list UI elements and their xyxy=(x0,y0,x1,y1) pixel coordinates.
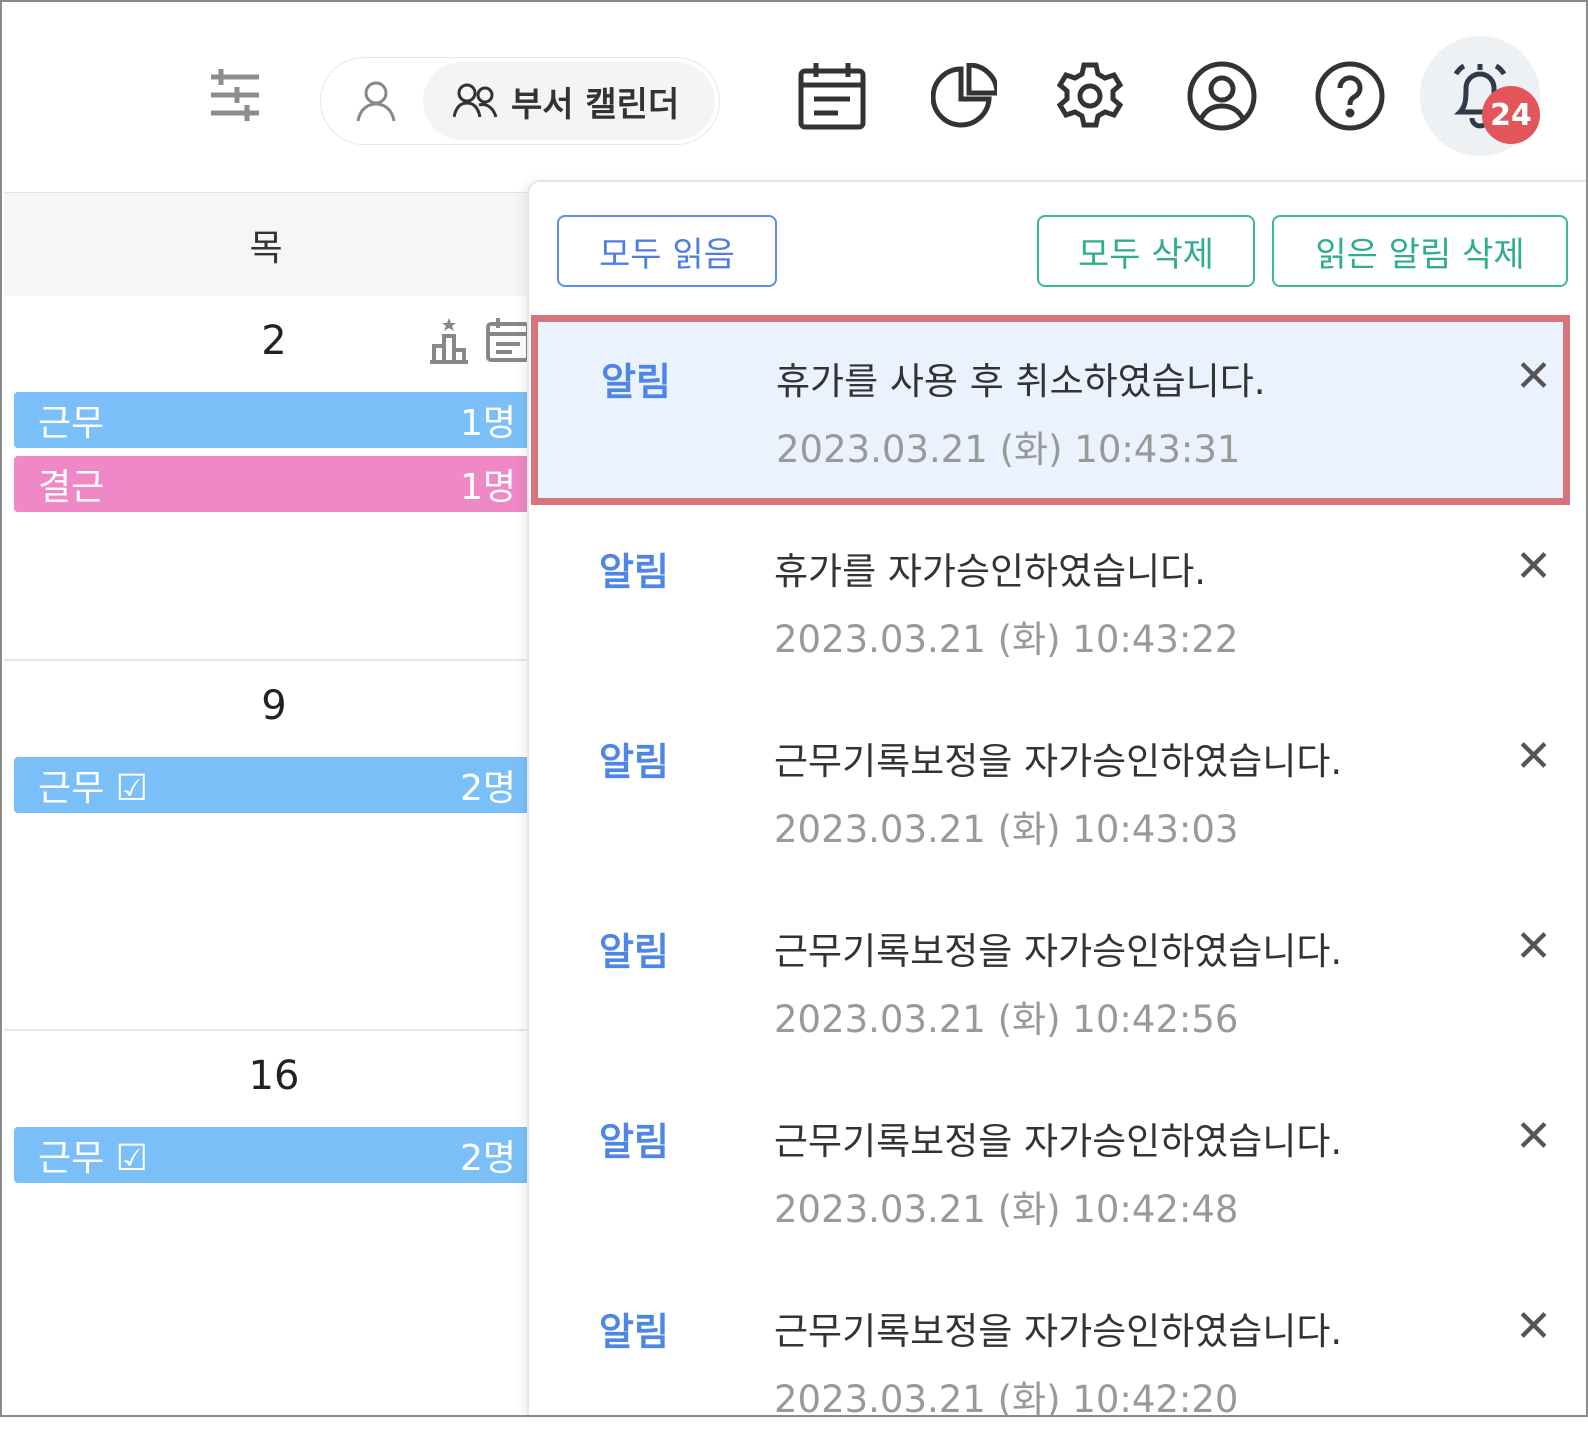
notification-tag: 알림 xyxy=(599,1120,669,1164)
window-frame xyxy=(0,0,1588,1417)
notification-tag: 알림 xyxy=(599,550,669,594)
notification-message: 근무기록보정을 자가승인하였습니다. xyxy=(774,930,1343,973)
notification-message: 휴가를 자가승인하였습니다. xyxy=(774,550,1207,593)
event-count: 2명 xyxy=(459,1138,516,1179)
read-all-button[interactable]: 모두 읽음 xyxy=(557,215,777,287)
notification-tag: 알림 xyxy=(599,740,669,784)
delete-read-button[interactable]: 읽은 알림 삭제 xyxy=(1272,215,1568,287)
bell-icon xyxy=(1453,63,1507,129)
notification-item[interactable]: 알림 근무기록보정을 자가승인하였습니다. 2023.03.21 (화) 10:… xyxy=(529,1265,1570,1455)
notification-item[interactable]: 알림 근무기록보정을 자가승인하였습니다. 2023.03.21 (화) 10:… xyxy=(529,885,1570,1075)
day-number: 9 xyxy=(261,683,287,729)
pie-chart-icon[interactable] xyxy=(928,60,1000,132)
event-label-wrap: 근무 ☑ xyxy=(38,759,148,811)
notification-message: 근무기록보정을 자가승인하였습니다. xyxy=(774,1310,1343,1353)
notification-item[interactable]: 알림 근무기록보정을 자가승인하였습니다. 2023.03.21 (화) 10:… xyxy=(529,1075,1570,1265)
approved-clipboard-icon: ☑ xyxy=(115,768,148,809)
notification-time: 2023.03.21 (화) 10:43:03 xyxy=(774,808,1239,851)
event-count: 1명 xyxy=(459,403,516,444)
close-icon[interactable]: ✕ xyxy=(1515,731,1552,782)
event-label: 결근 xyxy=(38,467,105,508)
gear-icon[interactable] xyxy=(1054,60,1126,132)
event-label: 근무 xyxy=(38,1138,105,1179)
event-count: 1명 xyxy=(459,467,516,508)
user-icon xyxy=(356,81,396,122)
calendar-column: 목 2 근무 1명 결근 1명 9 근무 ☑ 2명 16 근무 ☑ 2명 xyxy=(4,192,528,1414)
notification-tag: 알림 xyxy=(599,930,669,974)
schedule-icon xyxy=(486,318,528,362)
close-icon[interactable]: ✕ xyxy=(1515,541,1552,592)
notification-time: 2023.03.21 (화) 10:43:31 xyxy=(776,428,1241,471)
event-bar-work[interactable]: 근무 ☑ 2명 xyxy=(14,757,528,813)
day-number: 2 xyxy=(261,318,287,364)
notification-item[interactable]: 알림 휴가를 사용 후 취소하였습니다. 2023.03.21 (화) 10:4… xyxy=(531,315,1570,505)
notification-item[interactable]: 알림 휴가를 자가승인하였습니다. 2023.03.21 (화) 10:43:2… xyxy=(529,505,1570,695)
help-icon[interactable] xyxy=(1314,60,1386,132)
calendar-day-cell[interactable]: 9 근무 ☑ 2명 xyxy=(4,661,528,1031)
event-count: 2명 xyxy=(459,768,516,809)
event-label: 근무 xyxy=(38,768,105,809)
event-bar-work[interactable]: 근무 1명 xyxy=(14,392,528,448)
sliders-icon[interactable] xyxy=(205,65,265,125)
event-label: 근무 xyxy=(38,403,105,444)
delete-all-button[interactable]: 모두 삭제 xyxy=(1037,215,1255,287)
notification-message: 휴가를 사용 후 취소하였습니다. xyxy=(776,360,1266,403)
close-icon[interactable]: ✕ xyxy=(1515,921,1552,972)
notification-message: 근무기록보정을 자가승인하였습니다. xyxy=(774,740,1343,783)
close-icon[interactable]: ✕ xyxy=(1515,1301,1552,1352)
day-number: 16 xyxy=(248,1053,300,1099)
notification-time: 2023.03.21 (화) 10:42:20 xyxy=(774,1378,1239,1421)
users-icon xyxy=(453,83,498,118)
approved-clipboard-icon: ☑ xyxy=(115,1138,148,1179)
account-icon[interactable] xyxy=(1186,60,1258,132)
department-calendar-button[interactable]: 부서 캘린더 xyxy=(423,62,715,140)
personal-calendar-button[interactable] xyxy=(341,68,411,134)
notification-tag: 알림 xyxy=(601,360,671,404)
close-icon[interactable]: ✕ xyxy=(1515,1111,1552,1162)
notification-message: 근무기록보정을 자가승인하였습니다. xyxy=(774,1120,1343,1163)
notification-tag: 알림 xyxy=(599,1310,669,1354)
calendar-mode-toggle: 부서 캘린더 xyxy=(320,57,720,145)
notification-time: 2023.03.21 (화) 10:43:22 xyxy=(774,618,1239,661)
notification-panel: 모두 읽음 모두 삭제 읽은 알림 삭제 알림 휴가를 사용 후 취소하였습니다… xyxy=(527,180,1588,1421)
toggle-label: 부서 캘린더 xyxy=(511,84,680,125)
event-bar-absence[interactable]: 결근 1명 xyxy=(14,456,528,512)
event-label-wrap: 근무 ☑ xyxy=(38,1129,148,1181)
close-icon[interactable]: ✕ xyxy=(1515,351,1552,402)
notification-item[interactable]: 알림 근무기록보정을 자가승인하였습니다. 2023.03.21 (화) 10:… xyxy=(529,695,1570,885)
ranking-icon xyxy=(430,318,468,364)
notification-time: 2023.03.21 (화) 10:42:48 xyxy=(774,1188,1239,1231)
event-bar-work[interactable]: 근무 ☑ 2명 xyxy=(14,1127,528,1183)
weekday-header: 목 xyxy=(4,193,528,296)
notification-count-badge: 24 xyxy=(1482,86,1540,144)
calendar-icon[interactable] xyxy=(796,60,868,132)
calendar-day-cell[interactable]: 16 근무 ☑ 2명 xyxy=(4,1031,528,1401)
calendar-day-cell[interactable]: 2 근무 1명 결근 1명 xyxy=(4,296,528,661)
notification-time: 2023.03.21 (화) 10:42:56 xyxy=(774,998,1239,1041)
